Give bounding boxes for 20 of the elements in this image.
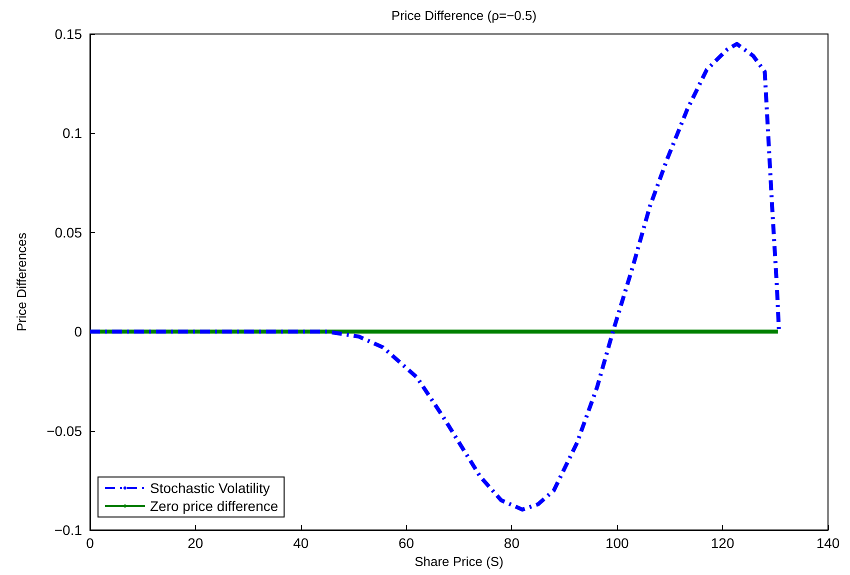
y-tick-label: 0.15: [54, 26, 82, 42]
x-tick-label: 0: [86, 535, 94, 551]
y-tick-label: −0.05: [46, 422, 82, 439]
line-series: [88, 42, 781, 512]
x-tick-label: 60: [398, 535, 414, 551]
y-tick-label: 0: [74, 324, 82, 340]
x-tick-label: 100: [605, 535, 630, 551]
legend-label: Zero price difference: [150, 498, 278, 514]
chart-title: Price Difference (ρ=−0.5): [391, 8, 537, 23]
x-tick-label: 40: [293, 535, 309, 551]
y-tick-label: 0.1: [62, 125, 82, 142]
x-tick-label: 20: [188, 535, 204, 551]
y-tick-label: 0.05: [54, 224, 82, 240]
x-tick-label: 80: [504, 535, 520, 551]
x-tick-label: 120: [710, 535, 734, 551]
y-tick-label: −0.1: [54, 522, 82, 538]
legend-label: Stochastic Volatility: [150, 480, 270, 496]
x-tick-label: 140: [816, 535, 840, 551]
x-axis-title: Share Price (S): [414, 554, 504, 569]
y-axis-title: Price Differences: [14, 232, 29, 332]
